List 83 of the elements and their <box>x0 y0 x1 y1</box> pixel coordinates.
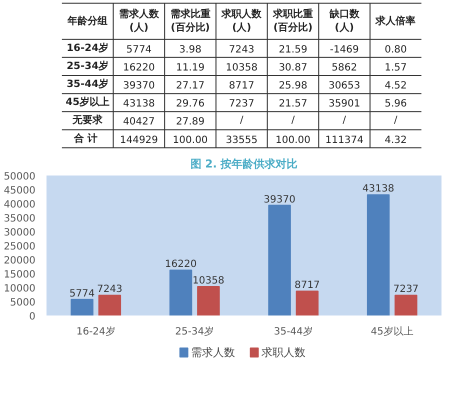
text: / <box>342 115 347 126</box>
text: 合 计 <box>73 132 98 144</box>
data-label: 39370 <box>264 194 296 206</box>
bar <box>366 194 390 316</box>
chart-title: 图 2. 按年龄供求对比 <box>190 158 298 170</box>
text: 3.98 <box>179 44 202 56</box>
text: 43138 <box>123 98 155 110</box>
text: 30.87 <box>278 62 308 74</box>
text: 1.57 <box>384 62 407 74</box>
text: 35901 <box>328 98 360 110</box>
y-tick-label: 10000 <box>4 284 36 294</box>
data-label: 5774 <box>69 288 95 300</box>
x-tick-label: 35-44岁 <box>274 326 313 338</box>
text: -1469 <box>330 44 359 56</box>
text: 45岁以上 <box>66 96 110 108</box>
data-label: 7243 <box>96 284 122 296</box>
text: 7243 <box>228 44 254 56</box>
y-tick-label: 40000 <box>4 200 36 210</box>
bar <box>197 286 220 316</box>
text: 求人倍率 <box>374 14 416 27</box>
text: / <box>240 115 244 126</box>
text: 5.96 <box>384 98 407 110</box>
text: 求职人数 (人) <box>220 8 263 34</box>
legend-label: 需求人数 <box>190 346 235 359</box>
bar <box>268 204 291 316</box>
text: 25-34岁 <box>66 60 109 72</box>
text: 无要求 <box>72 114 104 126</box>
text: 4.52 <box>384 80 407 92</box>
bar <box>70 298 94 316</box>
data-label: 8717 <box>294 280 320 292</box>
text: 需求比重 (百分比) <box>170 8 210 34</box>
text: 40427 <box>123 116 155 128</box>
bar <box>394 294 418 316</box>
text: 21.59 <box>278 44 308 56</box>
y-tick-label: 25000 <box>4 242 36 252</box>
text: 需求人数 (人) <box>118 8 160 34</box>
text: 100.00 <box>172 134 208 146</box>
text: / <box>394 115 398 126</box>
text: 39370 <box>123 80 155 92</box>
y-tick-label: 5000 <box>10 298 36 308</box>
text: 5862 <box>332 62 358 74</box>
text: 4.32 <box>384 134 407 146</box>
y-tick-label: 45000 <box>4 186 36 196</box>
text: 29.76 <box>176 98 205 110</box>
text: 10358 <box>226 62 258 74</box>
bar <box>169 270 192 316</box>
y-tick-label: 30000 <box>4 228 36 238</box>
text: 年龄分组 <box>66 14 108 27</box>
legend-label: 求职人数 <box>261 346 306 359</box>
text: 27.17 <box>176 80 205 92</box>
data-label: 16220 <box>164 259 197 270</box>
text: 33555 <box>226 134 258 146</box>
text: 30653 <box>328 80 360 92</box>
text: 100.00 <box>276 134 311 146</box>
text: / <box>291 115 296 126</box>
x-tick-label: 25-34岁 <box>175 326 214 338</box>
text: 27.89 <box>176 116 205 128</box>
y-tick-label: 15000 <box>4 270 36 280</box>
bar <box>98 294 122 316</box>
text: 0.80 <box>384 44 407 56</box>
text: 7237 <box>228 98 254 110</box>
data-label: 7237 <box>393 284 419 296</box>
text: 35-44岁 <box>66 78 109 90</box>
x-tick-label: 45岁以上 <box>370 326 414 338</box>
text: 21.57 <box>278 98 308 110</box>
text: 11.19 <box>176 62 205 74</box>
data-label: 10358 <box>192 276 224 286</box>
y-tick-label: 0 <box>29 312 36 322</box>
text: 111374 <box>325 134 364 146</box>
bar <box>296 290 319 316</box>
y-tick-label: 35000 <box>4 214 36 224</box>
data-label: 43138 <box>362 184 394 195</box>
text: 缺口数 (人) <box>328 8 360 34</box>
text: 8717 <box>228 80 254 92</box>
text: 5774 <box>126 44 152 56</box>
y-tick-label: 20000 <box>4 256 36 266</box>
text: 25.98 <box>278 80 308 92</box>
x-tick-label: 16-24岁 <box>76 326 116 338</box>
text: 16-24岁 <box>66 42 109 54</box>
y-tick-label: 50000 <box>4 172 36 182</box>
text: 144929 <box>120 134 158 146</box>
text: 求职比重 (百分比) <box>272 8 314 34</box>
text: 16220 <box>123 62 155 74</box>
